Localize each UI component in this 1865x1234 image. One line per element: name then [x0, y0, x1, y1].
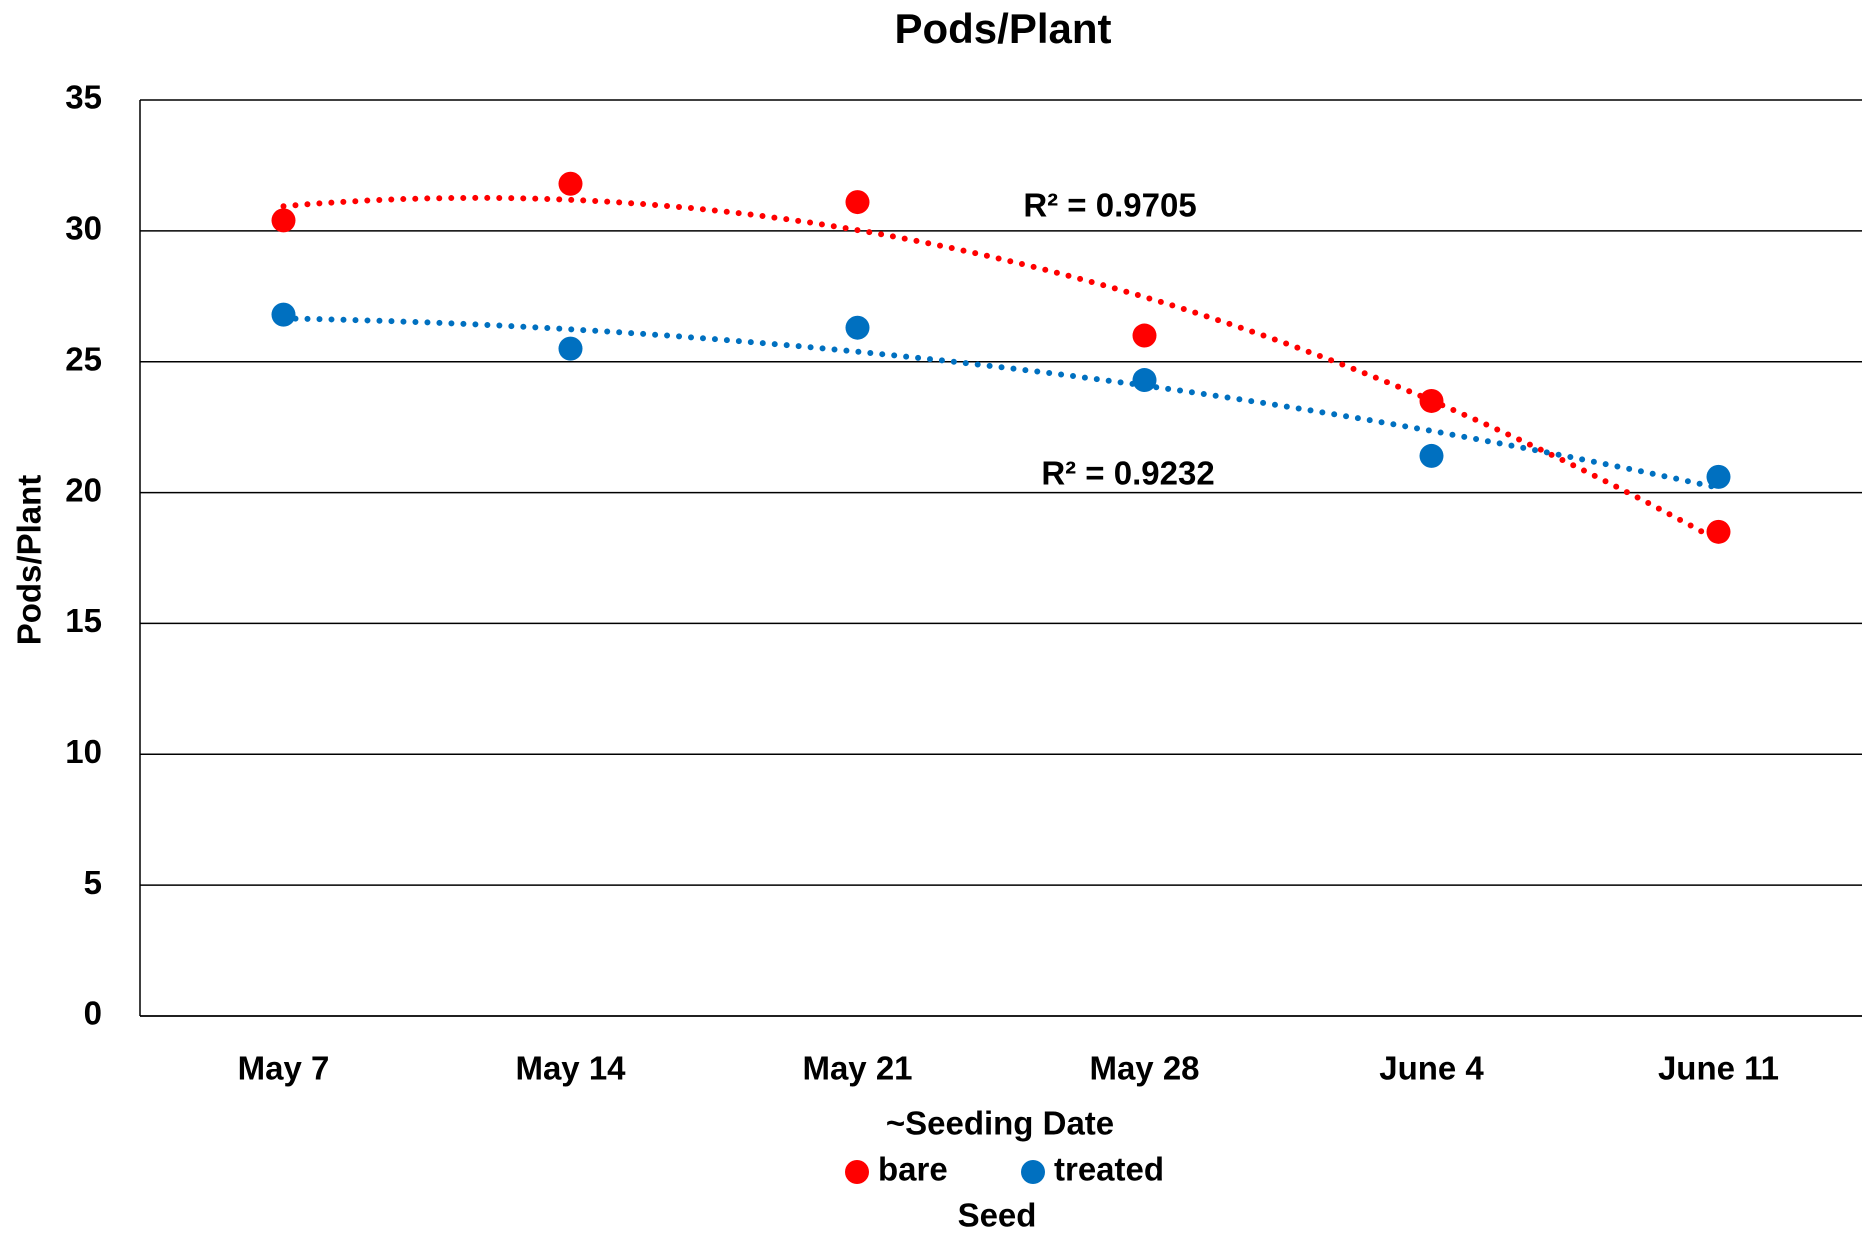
- x-tick-label: May 21: [802, 1050, 912, 1087]
- data-point: [1706, 519, 1731, 544]
- x-tick-label: May 14: [515, 1050, 626, 1087]
- x-tick-label: May 28: [1089, 1050, 1199, 1087]
- trendline-label: R² = 0.9705: [1023, 187, 1196, 224]
- legend-marker: [845, 1160, 869, 1184]
- y-tick-label: 25: [65, 340, 102, 377]
- data-point: [558, 171, 583, 196]
- chart-title: Pods/Plant: [894, 5, 1111, 52]
- legend-label: treated: [1054, 1151, 1164, 1188]
- data-point: [1132, 323, 1157, 348]
- y-tick-label: 15: [65, 602, 102, 639]
- x-axis-title: ~Seeding Date: [886, 1105, 1114, 1142]
- data-point: [1706, 464, 1731, 489]
- trendline: [280, 194, 1722, 544]
- trendline: [280, 315, 1722, 491]
- data-point: [1419, 443, 1444, 468]
- x-tick-label: May 7: [238, 1050, 330, 1087]
- trendline-label: R² = 0.9232: [1041, 455, 1214, 492]
- y-tick-label: 30: [65, 210, 102, 247]
- data-point: [271, 208, 296, 233]
- data-point: [845, 315, 870, 340]
- data-point: [558, 336, 583, 361]
- legend-marker: [1021, 1160, 1045, 1184]
- y-tick-label: 10: [65, 733, 102, 770]
- data-point: [1419, 388, 1444, 413]
- y-axis-title: Pods/Plant: [11, 475, 48, 646]
- data-point: [845, 190, 870, 215]
- data-point: [271, 302, 296, 327]
- x-tick-label: June 11: [1658, 1050, 1779, 1087]
- legend-label: bare: [878, 1151, 948, 1188]
- y-tick-label: 20: [65, 471, 102, 508]
- y-tick-label: 0: [84, 995, 102, 1032]
- y-tick-label: 35: [65, 79, 102, 116]
- legend-title: Seed: [958, 1197, 1037, 1234]
- x-tick-label: June 4: [1379, 1050, 1484, 1087]
- data-point: [1132, 368, 1157, 393]
- y-tick-label: 5: [84, 864, 102, 901]
